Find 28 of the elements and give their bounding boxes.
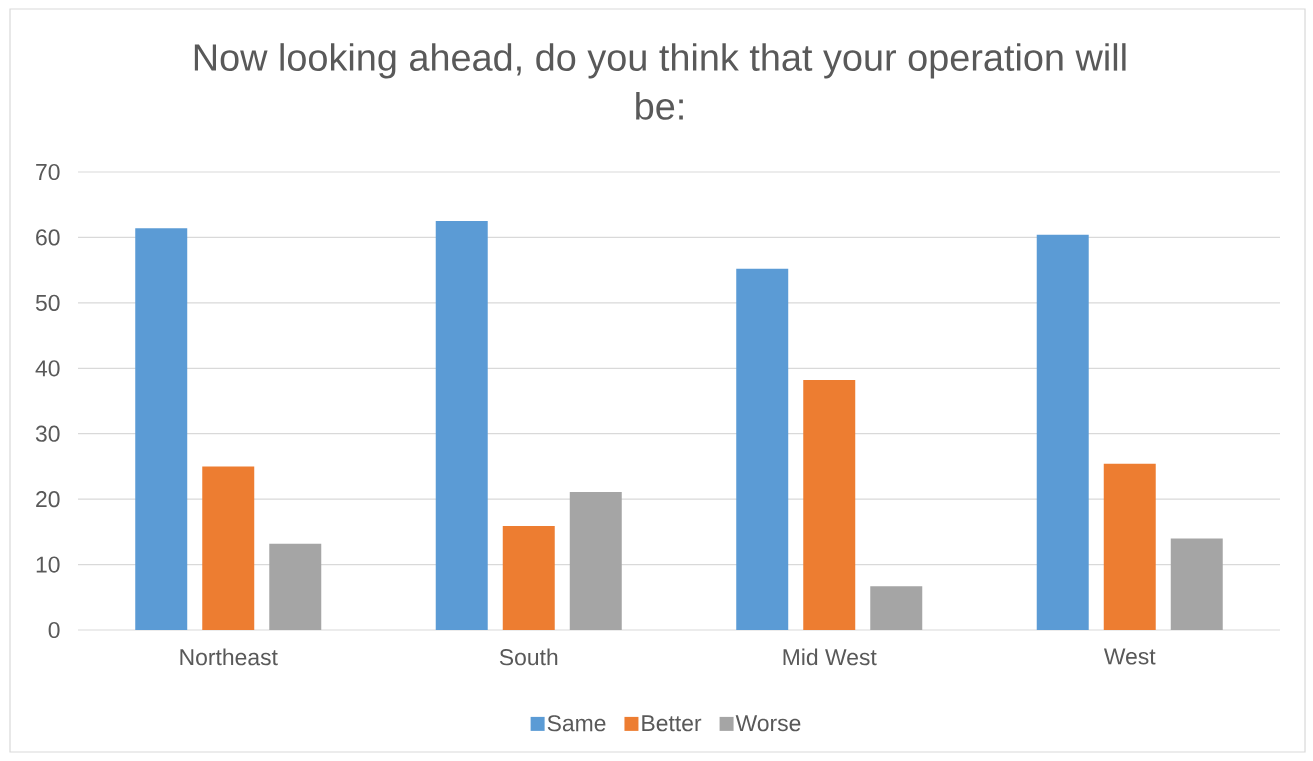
bar xyxy=(1036,234,1089,630)
bar xyxy=(502,525,555,630)
bar xyxy=(1103,463,1156,630)
bar xyxy=(135,228,188,630)
y-tick-label: 40 xyxy=(35,360,60,377)
bar xyxy=(736,268,789,630)
y-tick-label: 30 xyxy=(35,425,60,442)
legend-label: Worse xyxy=(735,715,801,732)
bar xyxy=(435,221,488,630)
bar xyxy=(569,491,622,630)
y-tick-label: 20 xyxy=(36,491,60,508)
x-tick-label: Northeast xyxy=(180,648,278,666)
y-tick-label: 60 xyxy=(36,229,60,246)
y-tick-label: 0 xyxy=(48,621,60,639)
x-tick-label: South xyxy=(499,648,558,666)
legend-label: Same xyxy=(547,715,606,732)
bar xyxy=(1170,538,1223,630)
legend-label: Better xyxy=(642,715,702,732)
y-tick-label: 50 xyxy=(35,294,60,311)
x-tick-label: West xyxy=(1103,648,1156,665)
chart-title: Now looking ahead, do you think that your operation will be: xyxy=(194,43,1126,120)
y-tick-label: 70 xyxy=(36,163,60,181)
y-tick-label: 10 xyxy=(36,556,60,573)
bar xyxy=(803,380,856,630)
bar xyxy=(202,466,255,630)
bar xyxy=(870,586,923,630)
x-tick-label: Mid West xyxy=(783,648,877,666)
bar xyxy=(269,543,322,630)
